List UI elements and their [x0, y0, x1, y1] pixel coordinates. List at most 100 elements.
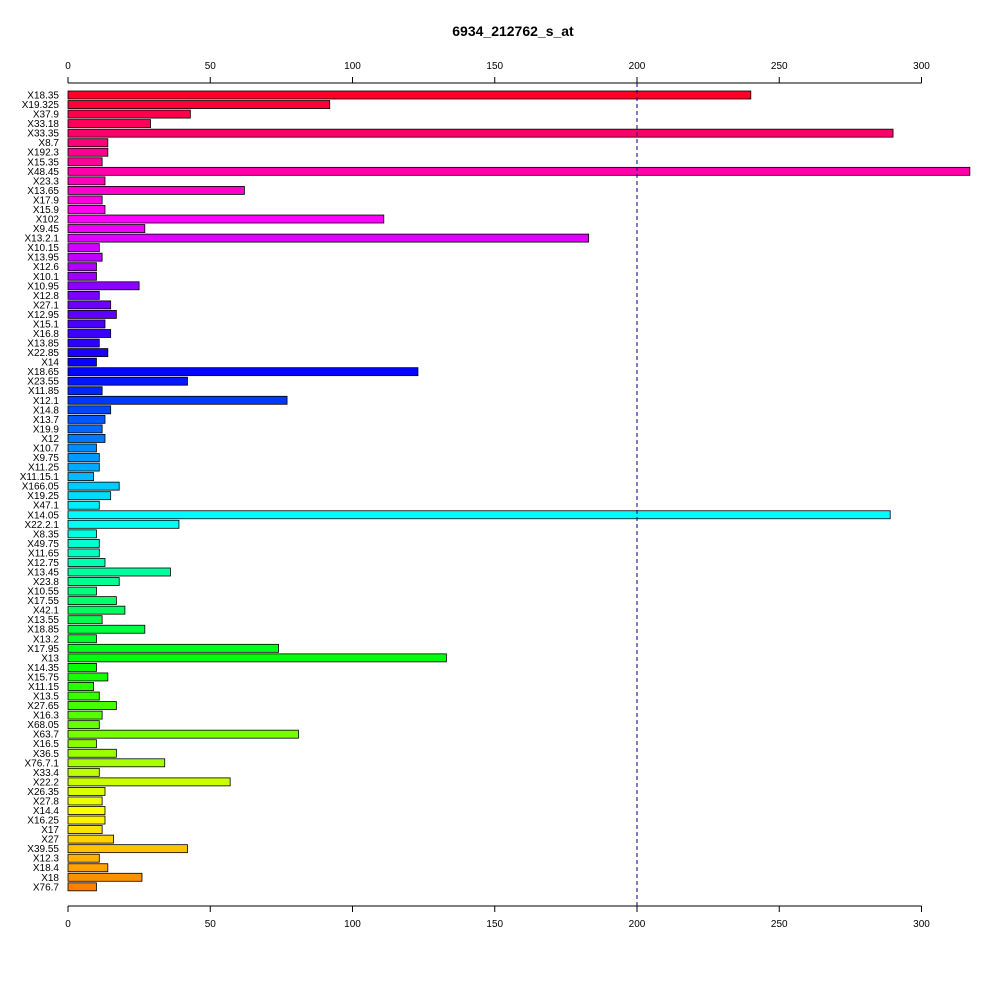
bar-X22.2.1 [67, 519, 180, 529]
category-label-X18.85: X18.85 [27, 625, 59, 636]
bar-X23.3 [67, 176, 106, 186]
category-label-X12.8: X12.8 [33, 291, 60, 302]
category-label-X16.25: X16.25 [27, 816, 59, 827]
category-label-X18.4: X18.4 [33, 863, 60, 874]
bar-X16.25 [67, 815, 106, 825]
category-label-X27.65: X27.65 [27, 701, 59, 712]
category-label-X33.35: X33.35 [27, 129, 59, 140]
bar-X39.55 [67, 844, 188, 854]
bar-X22.2 [67, 777, 231, 787]
category-label-X19.325: X19.325 [22, 100, 60, 111]
category-label-X17.55: X17.55 [27, 596, 59, 607]
x-axis-bottom-tick-label-300: 300 [913, 919, 930, 930]
bar-X15.35 [67, 157, 103, 167]
bar-X14 [67, 357, 97, 367]
bar-X33.4 [67, 767, 100, 777]
bar-X11.85 [67, 386, 103, 396]
x-axis-bottom-tick-label-0: 0 [65, 919, 71, 930]
category-label-X166.05: X166.05 [22, 482, 60, 493]
bar-X8.7 [67, 138, 109, 148]
category-label-X13.85: X13.85 [27, 339, 59, 350]
bar-X12.1 [67, 395, 288, 405]
bar-X192.3 [67, 147, 109, 157]
category-label-X22.85: X22.85 [27, 348, 59, 359]
category-label-X23.55: X23.55 [27, 377, 59, 388]
bar-X15.75 [67, 672, 109, 682]
category-label-X23.3: X23.3 [33, 176, 60, 187]
category-label-X48.45: X48.45 [27, 167, 59, 178]
category-label-X16.8: X16.8 [33, 329, 60, 340]
bar-X36.5 [67, 748, 117, 758]
category-label-X9.75: X9.75 [33, 453, 60, 464]
bar-X12.95 [67, 310, 117, 319]
category-label-X8.7: X8.7 [38, 138, 59, 149]
x-axis-bottom-tick-label-50: 50 [205, 919, 217, 930]
bar-X33.35 [67, 128, 894, 138]
bar-X19.25 [67, 491, 112, 501]
category-label-X37.9: X37.9 [33, 110, 60, 121]
x-axis-top-tick-label-100: 100 [344, 61, 361, 72]
category-label-X15.9: X15.9 [33, 205, 60, 216]
bar-X15.9 [67, 205, 106, 214]
bar-X37.9 [67, 109, 191, 119]
bar-X12 [67, 434, 106, 443]
category-label-X12.75: X12.75 [27, 558, 59, 569]
x-axis-bottom-tick-label-150: 150 [486, 919, 503, 930]
bar-X13.2 [67, 634, 97, 644]
category-label-X9.45: X9.45 [33, 224, 60, 235]
category-label-X18.65: X18.65 [27, 367, 59, 378]
bar-X13 [67, 653, 447, 663]
bar-X11.65 [67, 548, 100, 558]
category-label-X192.3: X192.3 [27, 148, 59, 159]
category-label-X13.5: X13.5 [33, 692, 60, 703]
x-axis-top-tick-label-0: 0 [65, 61, 71, 72]
category-label-X27: X27 [41, 835, 59, 846]
category-label-X8.35: X8.35 [33, 529, 60, 540]
bar-X12.3 [67, 853, 100, 863]
category-label-X15.75: X15.75 [27, 672, 59, 683]
category-label-X13.45: X13.45 [27, 568, 59, 579]
category-label-X14.05: X14.05 [27, 510, 59, 521]
bar-X16.3 [67, 710, 103, 720]
category-label-X18.35: X18.35 [27, 91, 59, 102]
category-label-X33.4: X33.4 [33, 768, 60, 779]
x-axis-bottom-tick-label-200: 200 [629, 919, 646, 930]
bar-X10.15 [67, 243, 100, 253]
bars-group [67, 90, 971, 892]
bar-X42.1 [67, 605, 126, 615]
bar-X102 [67, 214, 385, 224]
bar-X23.8 [67, 577, 120, 586]
bar-X18.85 [67, 624, 146, 634]
category-label-X16.3: X16.3 [33, 711, 60, 722]
x-axis-top-tick-label-300: 300 [913, 61, 930, 72]
bar-X76.7 [67, 882, 97, 892]
bar-X10.1 [67, 271, 97, 281]
bar-X27.65 [67, 701, 117, 710]
bar-X27.1 [67, 300, 112, 310]
x-axis-top-tick-label-200: 200 [629, 61, 646, 72]
category-label-X10.7: X10.7 [33, 443, 60, 454]
bar-X13.5 [67, 691, 100, 701]
category-label-X17.95: X17.95 [27, 644, 59, 655]
category-label-X22.2.1: X22.2.1 [25, 520, 60, 531]
bar-X33.18 [67, 119, 151, 129]
x-axis-top-tick-label-50: 50 [205, 61, 217, 72]
bar-X14.05 [67, 510, 891, 520]
bar-X10.95 [67, 281, 140, 291]
category-label-X12: X12 [41, 434, 59, 445]
bar-X26.35 [67, 787, 106, 796]
category-label-X15.35: X15.35 [27, 157, 59, 168]
bar-X15.1 [67, 319, 106, 329]
category-label-X49.75: X49.75 [27, 539, 59, 550]
bar-X47.1 [67, 500, 100, 510]
category-label-X13.2.1: X13.2.1 [25, 234, 60, 245]
x-axis-top: 0 50 100 150 200 250 300 [65, 61, 930, 84]
bar-X18.35 [67, 90, 752, 100]
bar-X12.75 [67, 558, 106, 567]
category-label-X47.1: X47.1 [33, 501, 60, 512]
bar-X11.15.1 [67, 472, 95, 482]
chart-title: 6934_212762_s_at [452, 23, 574, 39]
category-label-X42.1: X42.1 [33, 606, 60, 617]
